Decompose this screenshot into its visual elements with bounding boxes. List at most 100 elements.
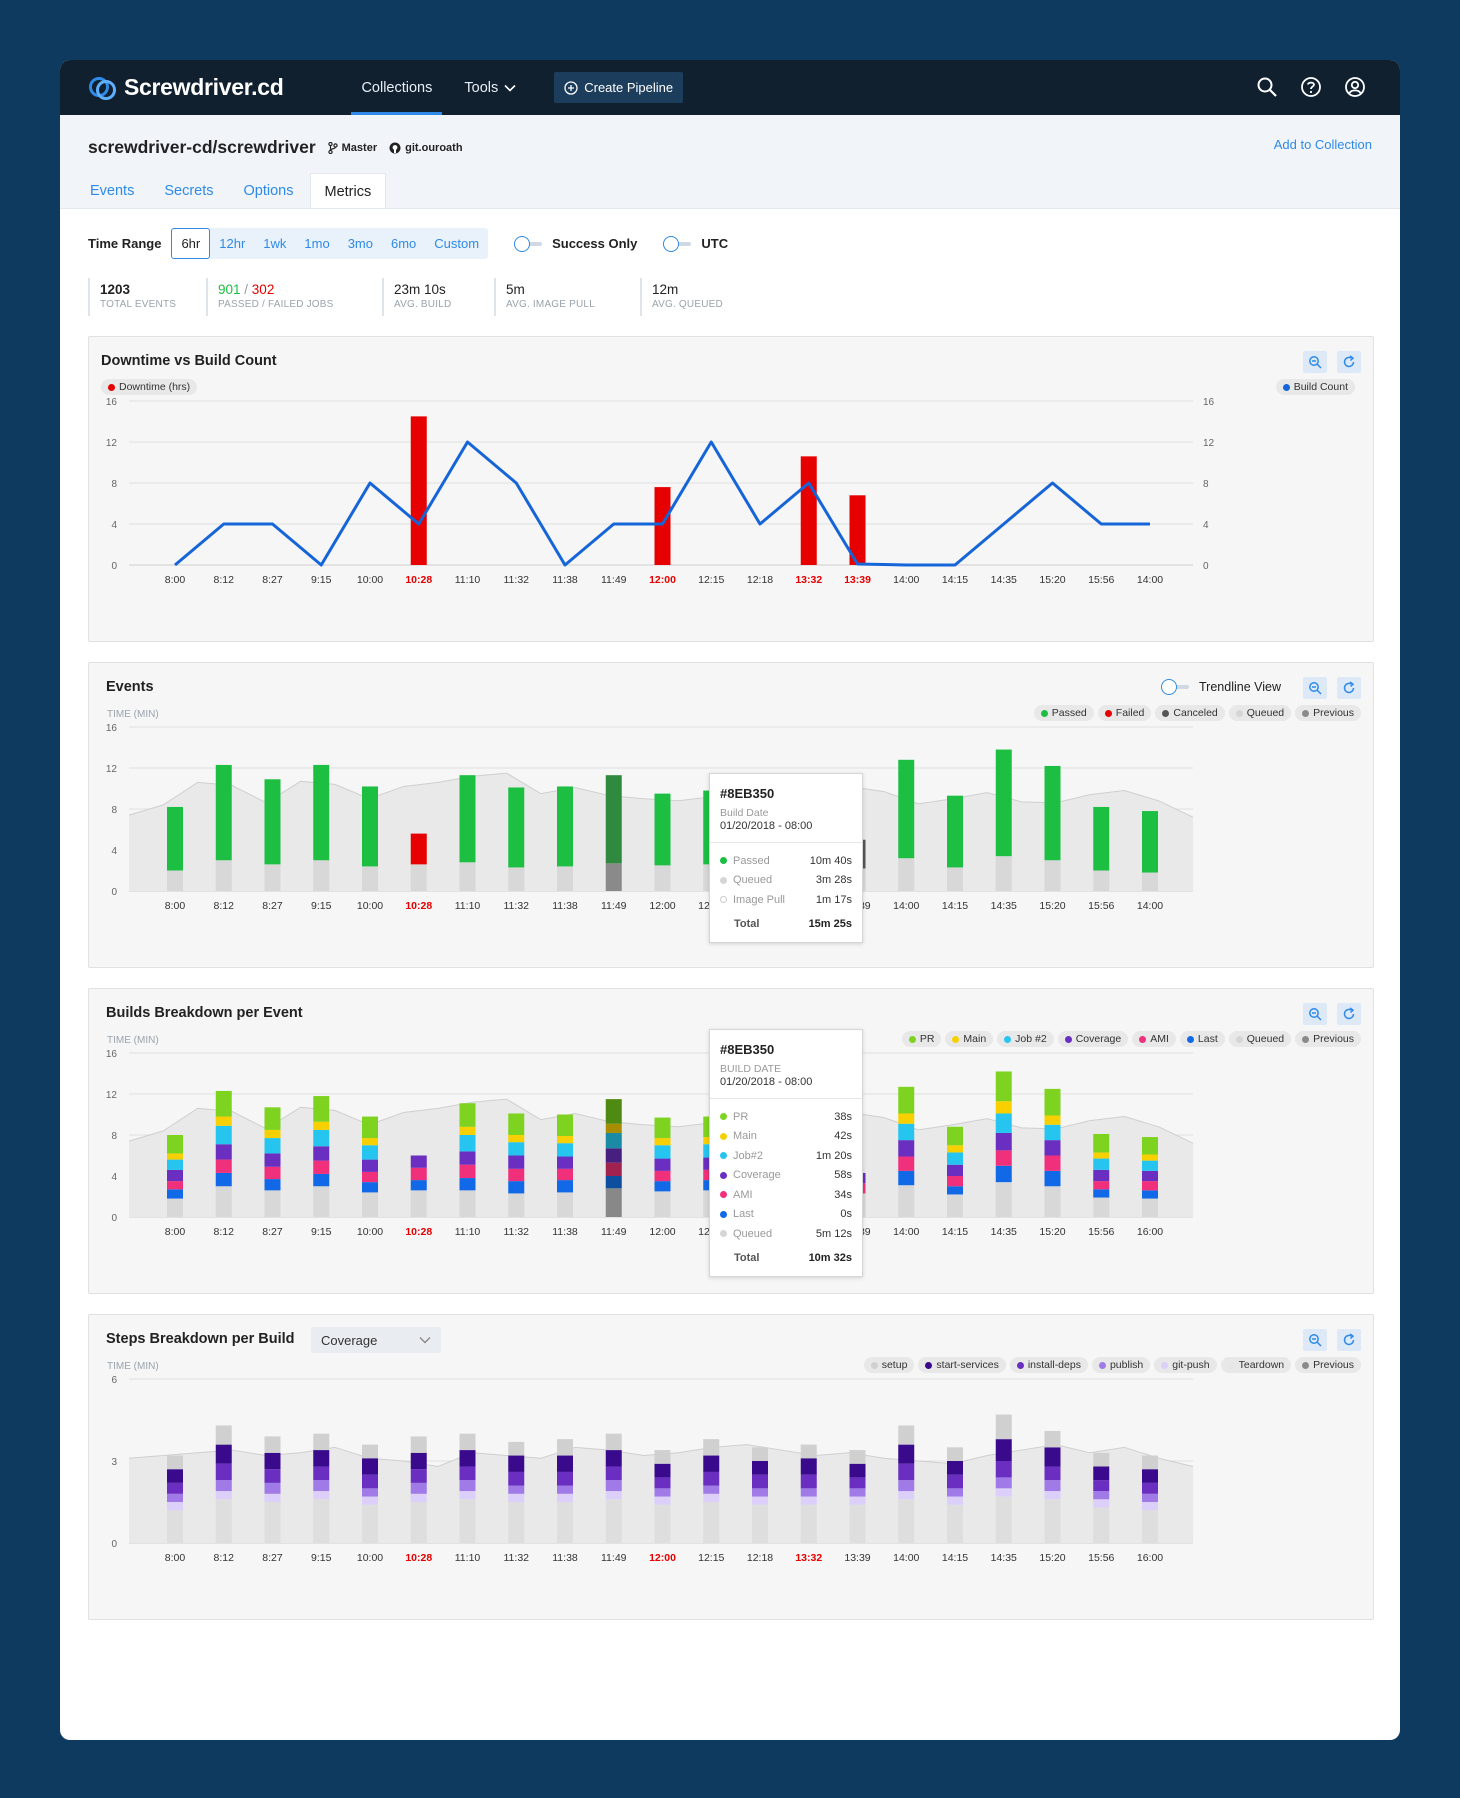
- segment-git-push: [264, 1493, 281, 1502]
- queued-bar: [1142, 872, 1158, 891]
- range-custom[interactable]: Custom: [434, 236, 480, 251]
- legend-previous[interactable]: Previous: [1295, 1031, 1361, 1047]
- user-icon[interactable]: [1344, 76, 1366, 98]
- legend-start-services[interactable]: start-services: [918, 1357, 1006, 1373]
- legend-label: Last: [1197, 1033, 1218, 1045]
- legend-previous[interactable]: Previous: [1295, 1357, 1361, 1373]
- legend-build-count[interactable]: Build Count: [1275, 379, 1355, 395]
- legend-pr[interactable]: PR: [901, 1031, 942, 1047]
- legend-passed[interactable]: Passed: [1033, 705, 1094, 721]
- segment-setup: [215, 1425, 232, 1445]
- nav-collections[interactable]: Collections: [351, 60, 443, 115]
- zoom-button[interactable]: [1303, 1329, 1327, 1351]
- refresh-button[interactable]: [1337, 677, 1361, 699]
- stat-avg-queued: 12m AVG. QUEUED: [640, 278, 760, 316]
- legend-label: Previous: [1313, 1359, 1354, 1371]
- create-pipeline-button[interactable]: Create Pipeline: [554, 72, 684, 103]
- legend-job2[interactable]: Job #2: [997, 1031, 1054, 1047]
- segment-git-push: [898, 1491, 915, 1500]
- row-name: Queued: [733, 874, 773, 887]
- tooltip-row: Passed 10m 40s: [720, 851, 852, 871]
- utc-toggle[interactable]: UTC: [663, 235, 728, 252]
- toggle-switch: [514, 235, 544, 252]
- legend-coverage[interactable]: Coverage: [1057, 1031, 1129, 1047]
- status-bar: [557, 786, 573, 867]
- search-icon[interactable]: [1256, 76, 1278, 98]
- legend-publish[interactable]: publish: [1091, 1357, 1151, 1373]
- success-only-toggle[interactable]: Success Only: [514, 235, 637, 252]
- segment-coverage: [654, 1158, 671, 1171]
- x-tick-label: 8:27: [262, 574, 283, 586]
- tab-options[interactable]: Options: [243, 183, 294, 199]
- segment-install-deps: [313, 1466, 330, 1481]
- pipeline-name[interactable]: screwdriver-cd/screwdriver: [88, 137, 316, 157]
- x-tick-label: 8:27: [262, 900, 283, 912]
- segment-teardown: [898, 1499, 915, 1543]
- x-tick-label: 11:49: [601, 574, 627, 586]
- segment-job-2: [362, 1145, 378, 1160]
- segment-git-push: [1142, 1502, 1158, 1511]
- legend-queued[interactable]: Queued: [1228, 705, 1292, 721]
- legend-last[interactable]: Last: [1179, 1031, 1225, 1047]
- range-1wk[interactable]: 1wk: [263, 236, 287, 251]
- legend-failed[interactable]: Failed: [1097, 705, 1152, 721]
- legend-teardown[interactable]: Teardown: [1220, 1357, 1292, 1373]
- downtime-bar: [849, 495, 866, 565]
- segment-coverage: [947, 1164, 963, 1176]
- segment-queued: [508, 1193, 525, 1217]
- zoom-button[interactable]: [1303, 351, 1327, 373]
- nav-tools[interactable]: Tools: [454, 60, 526, 115]
- refresh-button[interactable]: [1337, 351, 1361, 373]
- range-6mo[interactable]: 6mo: [391, 236, 417, 251]
- trendline-toggle[interactable]: Trendline View: [1161, 679, 1281, 695]
- range-12hr[interactable]: 12hr: [219, 236, 246, 251]
- refresh-button[interactable]: [1337, 1003, 1361, 1025]
- segment-queued: [898, 1185, 915, 1217]
- pipeline-repo[interactable]: git.ouroath: [389, 142, 463, 154]
- segment-queued: [1093, 1197, 1110, 1217]
- range-1mo[interactable]: 1mo: [304, 236, 330, 251]
- range-3mo[interactable]: 3mo: [347, 236, 373, 251]
- zoom-button[interactable]: [1303, 677, 1327, 699]
- x-tick-label: 8:12: [214, 900, 235, 912]
- legend-downtime[interactable]: Downtime (hrs): [101, 379, 198, 395]
- segment-job-2: [264, 1138, 281, 1154]
- tab-events[interactable]: Events: [90, 183, 135, 199]
- segment-last: [264, 1179, 281, 1191]
- app-logo[interactable]: Screwdriver.cd: [88, 74, 284, 102]
- segment-teardown: [459, 1499, 476, 1543]
- segment-install-deps: [1142, 1482, 1158, 1494]
- x-tick-label: 12:18: [747, 574, 773, 586]
- segment-teardown: [800, 1504, 817, 1543]
- segment-install-deps: [362, 1474, 378, 1489]
- segment-queued: [947, 1194, 963, 1217]
- add-to-collection-link[interactable]: Add to Collection: [1273, 137, 1372, 152]
- x-tick-label: 11:32: [504, 574, 530, 586]
- refresh-icon: [1343, 681, 1355, 694]
- tab-metrics[interactable]: Metrics: [309, 173, 387, 208]
- legend-queued[interactable]: Queued: [1228, 1031, 1292, 1047]
- x-tick-label: 11:38: [552, 574, 578, 586]
- legend-install-deps[interactable]: install-deps: [1009, 1357, 1088, 1373]
- legend-main[interactable]: Main: [945, 1031, 994, 1047]
- range-6hr[interactable]: 6hr: [171, 228, 211, 259]
- y-tick-label: 0: [111, 561, 117, 572]
- status-bar: [215, 764, 232, 861]
- segment-queued: [313, 1186, 330, 1217]
- segment-publish: [264, 1482, 281, 1494]
- segment-ami: [947, 1176, 963, 1187]
- legend-ami[interactable]: AMI: [1132, 1031, 1176, 1047]
- legend-setup[interactable]: setup: [863, 1357, 915, 1373]
- legend-canceled[interactable]: Canceled: [1155, 705, 1225, 721]
- help-icon[interactable]: [1300, 76, 1322, 98]
- segment-git-push: [849, 1496, 866, 1505]
- tab-secrets[interactable]: Secrets: [164, 183, 214, 199]
- refresh-button[interactable]: [1337, 1329, 1361, 1351]
- zoom-button[interactable]: [1303, 1003, 1327, 1025]
- tooltip-row: Queued 5m 12s: [720, 1224, 852, 1244]
- segment-coverage: [167, 1169, 183, 1182]
- legend-previous[interactable]: Previous: [1295, 705, 1361, 721]
- segment-teardown: [605, 1499, 622, 1543]
- legend-git-push[interactable]: git-push: [1154, 1357, 1217, 1373]
- job-select[interactable]: Coverage: [311, 1327, 441, 1353]
